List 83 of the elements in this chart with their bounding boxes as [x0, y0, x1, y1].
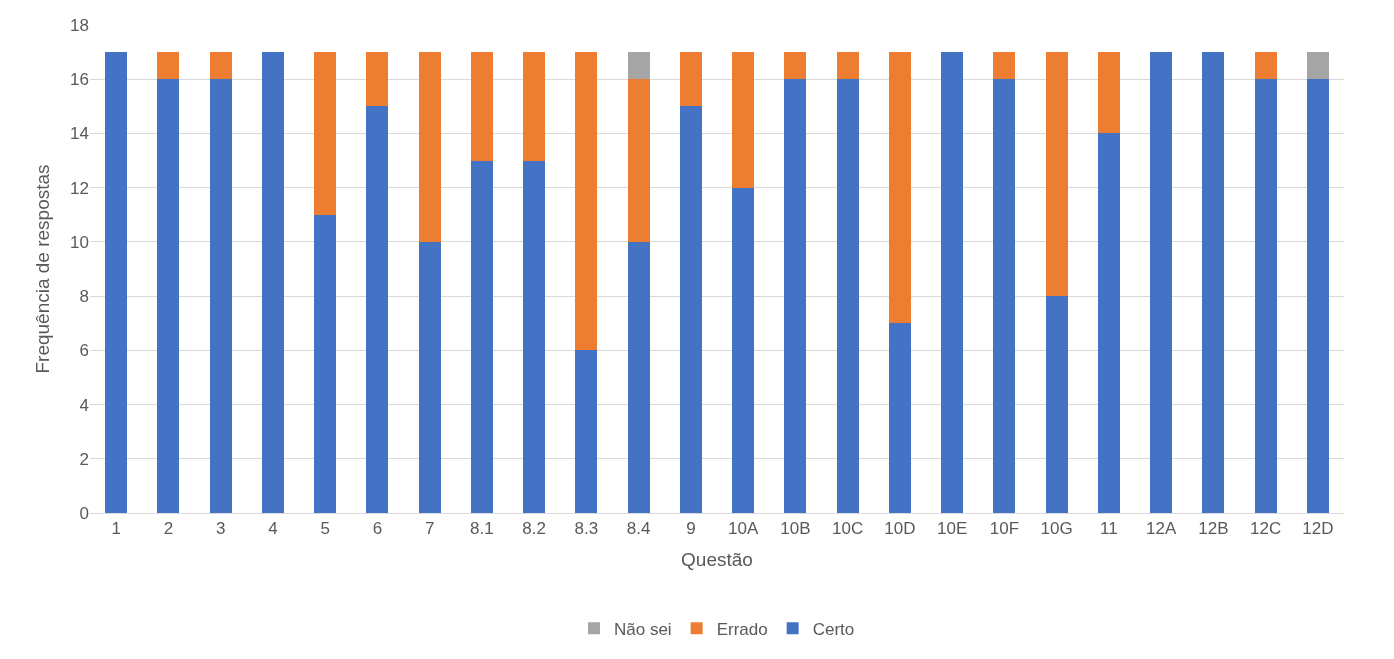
y-tick-label: 10: [70, 232, 89, 252]
x-tick-label: 10B: [780, 519, 811, 539]
legend-label: Errado: [716, 619, 768, 639]
bar: [627, 52, 650, 80]
bar: [1150, 52, 1173, 513]
x-tick-label: 10G: [1040, 519, 1073, 539]
bar: [888, 323, 911, 513]
y-tick-label: 8: [79, 287, 89, 307]
bar: [366, 52, 389, 107]
y-tick-label: 0: [79, 503, 89, 523]
legend-label: Certo: [812, 619, 855, 639]
bar: [470, 160, 493, 513]
bar: [105, 52, 128, 513]
x-tick-label: 4: [268, 519, 278, 539]
bar: [1306, 52, 1329, 80]
x-tick-label: 10A: [728, 519, 759, 539]
x-tick-label: 12A: [1146, 519, 1177, 539]
y-tick-label: 4: [79, 395, 89, 415]
bar: [314, 214, 337, 513]
x-tick-label: 8.1: [470, 519, 494, 539]
bar: [1045, 296, 1068, 513]
bar: [523, 160, 546, 513]
y-tick-label: 6: [79, 341, 89, 361]
bar: [679, 52, 702, 107]
bar: [1306, 79, 1329, 513]
x-tick-label: 12D: [1302, 519, 1334, 539]
y-tick-label: 16: [70, 70, 89, 90]
x-axis-title: Questão: [681, 549, 753, 571]
x-tick-label: 9: [686, 519, 696, 539]
bar: [732, 187, 755, 513]
x-tick-label: 10D: [884, 519, 916, 539]
bar: [523, 52, 546, 161]
bar: [1045, 52, 1068, 297]
bar: [575, 350, 598, 513]
x-tick-label: 8.2: [522, 519, 546, 539]
bar: [1254, 52, 1277, 80]
bar: [366, 106, 389, 513]
bar: [1097, 133, 1120, 513]
x-tick-label: 2: [163, 519, 174, 539]
bar: [941, 52, 964, 513]
bar: [1202, 52, 1225, 513]
x-tick-label: 1: [111, 519, 121, 539]
x-tick-label: 10C: [832, 519, 864, 539]
bar: [784, 79, 807, 513]
bar: [836, 52, 859, 80]
bar: [627, 79, 650, 242]
bar: [209, 52, 232, 80]
y-tick-label: 12: [70, 178, 89, 198]
bar: [157, 79, 180, 513]
bar: [418, 241, 441, 513]
legend-label: Não sei: [614, 619, 672, 639]
x-tick-label: 8.4: [626, 519, 651, 539]
bar: [993, 52, 1016, 80]
bar: [209, 79, 232, 513]
x-tick-label: 8.3: [574, 519, 599, 539]
bar: [836, 79, 859, 513]
x-tick-label: 10E: [937, 519, 968, 539]
x-tick-label: 12C: [1250, 519, 1282, 539]
x-tick-label: 3: [215, 519, 226, 539]
y-tick-label: 2: [79, 449, 89, 469]
bar: [679, 106, 702, 513]
x-tick-label: 6: [372, 519, 383, 539]
bar: [575, 52, 598, 351]
bar: [732, 52, 755, 188]
bar: [470, 52, 493, 161]
bar: [1254, 79, 1277, 513]
x-tick-label: 10F: [989, 519, 1020, 539]
bar: [261, 52, 284, 513]
bar: [627, 241, 650, 513]
x-tick-label: 7: [424, 519, 435, 539]
y-axis-title: Frequência de respostas: [31, 164, 53, 374]
bar: [157, 52, 180, 80]
bar: [784, 52, 807, 80]
y-tick-label: 18: [70, 15, 89, 35]
bar: [888, 52, 911, 324]
bar: [993, 79, 1016, 513]
x-tick-label: 12B: [1198, 519, 1229, 539]
bar: [1097, 52, 1120, 134]
x-tick-label: 11: [1100, 519, 1118, 539]
bar: [418, 52, 441, 242]
y-tick-label: 14: [70, 124, 89, 144]
bar: [314, 52, 337, 215]
x-tick-label: 5: [320, 519, 330, 539]
